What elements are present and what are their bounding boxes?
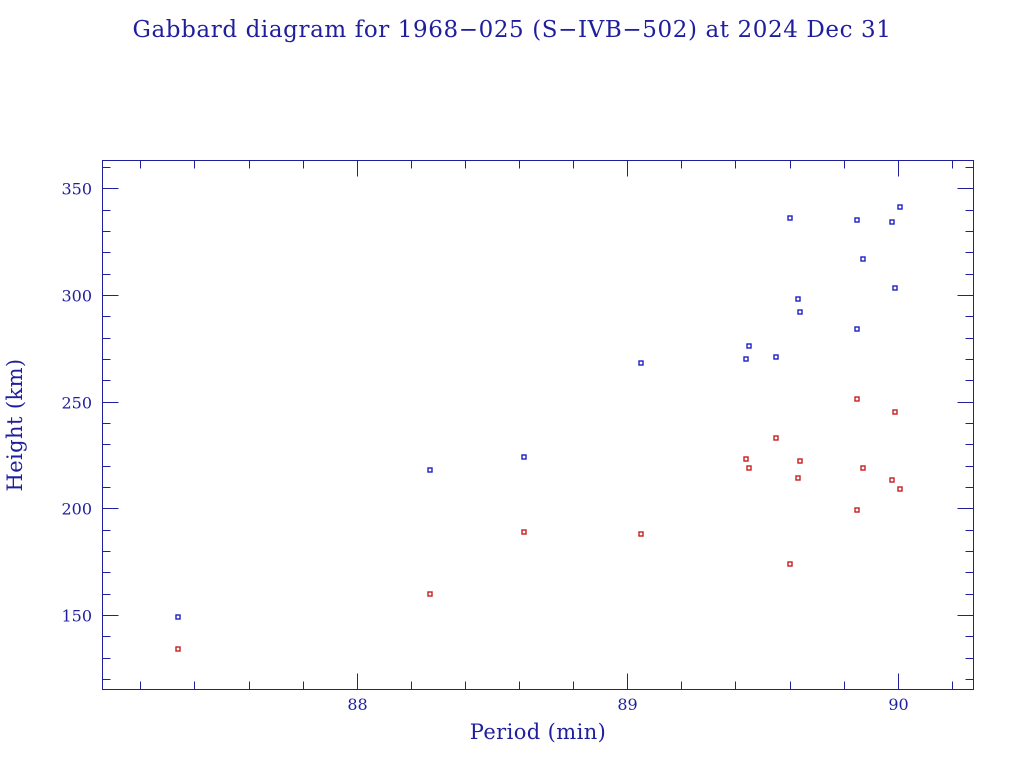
apogee-point [892,285,898,291]
perigee-point [889,477,895,483]
y-axis-label: Height (km) [3,359,27,492]
y-tick-label: 300 [61,287,92,306]
perigee-point [897,486,903,492]
y-tick-label: 250 [61,394,92,413]
axis-ticks [102,160,974,690]
apogee-point [175,614,181,620]
data-markers [175,204,903,652]
x-tick-label: 90 [888,695,908,714]
perigee-point [795,475,801,481]
perigee-point [892,409,898,415]
perigee-point [854,507,860,513]
x-axis-label: Period (min) [470,720,606,744]
perigee-point [746,465,752,471]
apogee-point [746,343,752,349]
apogee-point [854,326,860,332]
perigee-point [175,646,181,652]
apogee-point [773,354,779,360]
y-tick-label: 350 [61,180,92,199]
perigee-point [638,531,644,537]
perigee-point [787,561,793,567]
apogee-point [897,204,903,210]
apogee-point [795,296,801,302]
apogee-point [787,215,793,221]
perigee-point [743,456,749,462]
y-tick-label: 200 [61,500,92,519]
chart-title: Gabbard diagram for 1968−025 (S−IVB−502)… [133,17,892,43]
perigee-point [521,529,527,535]
perigee-point [427,591,433,597]
x-tick-label: 88 [347,695,367,714]
apogee-point [521,454,527,460]
apogee-point [427,467,433,473]
apogee-point [638,360,644,366]
apogee-point [889,219,895,225]
perigee-point [797,458,803,464]
x-tick-label: 89 [617,695,637,714]
apogee-point [797,309,803,315]
perigee-point [860,465,866,471]
tick-labels: 88 89 90 150 200 250 300 350 [61,180,908,715]
apogee-point [860,256,866,262]
apogee-point [854,217,860,223]
plot-frame [102,160,974,690]
perigee-point [773,435,779,441]
apogee-point [743,356,749,362]
y-tick-label: 150 [61,607,92,626]
perigee-point [854,396,860,402]
